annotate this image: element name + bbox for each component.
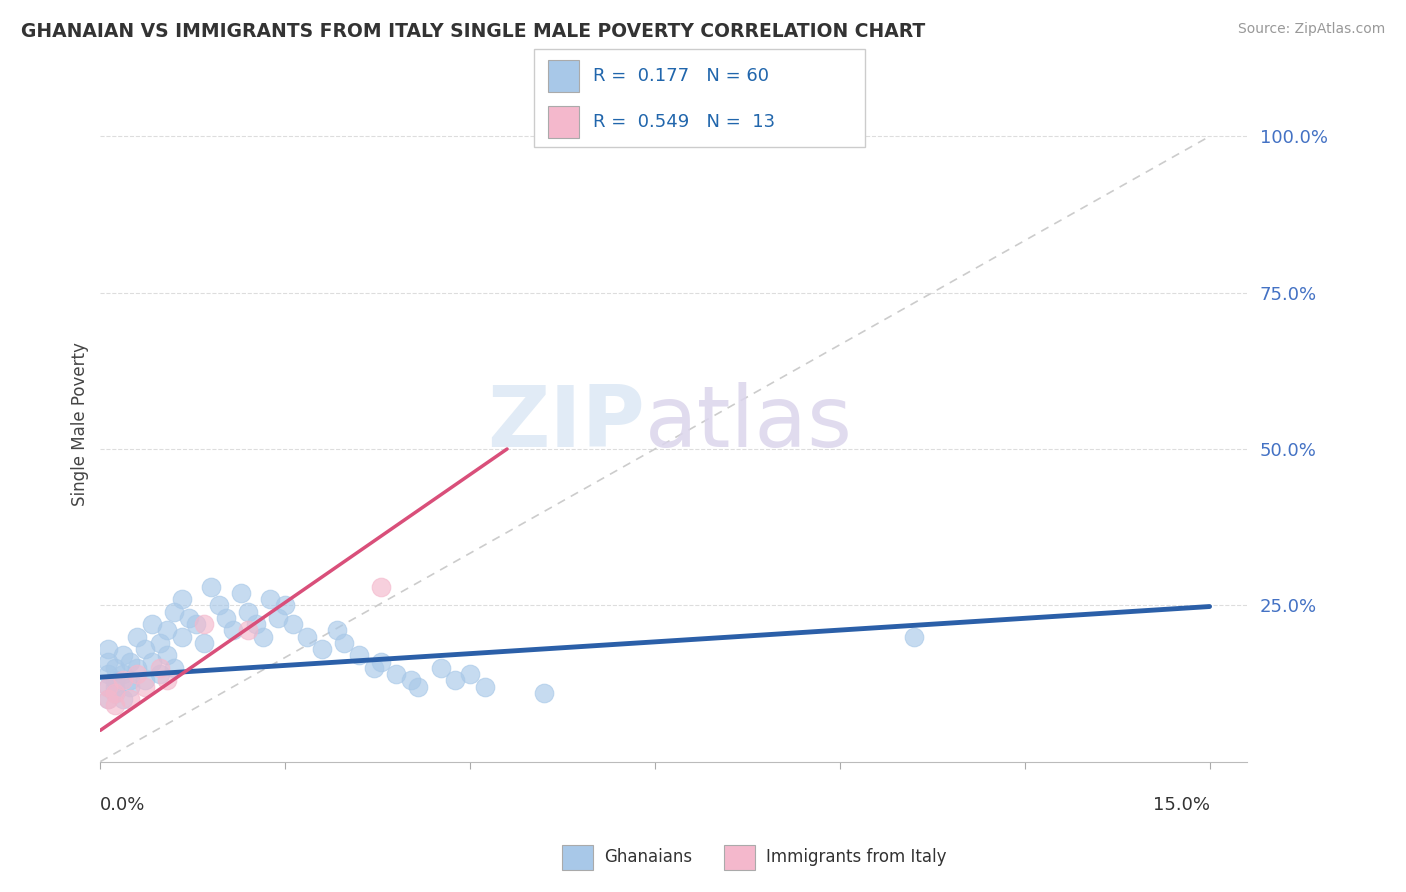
Point	[97, 655, 120, 669]
Point	[134, 642, 156, 657]
Point	[326, 624, 349, 638]
Point	[127, 661, 149, 675]
Point	[186, 617, 208, 632]
Point	[148, 636, 170, 650]
Point	[222, 624, 245, 638]
Point	[97, 692, 120, 706]
Point	[245, 617, 267, 632]
Point	[297, 630, 319, 644]
Point	[111, 648, 134, 663]
Point	[333, 636, 356, 650]
Point	[156, 648, 179, 663]
Point	[156, 624, 179, 638]
Point	[399, 673, 422, 688]
Point	[118, 673, 141, 688]
Point	[208, 599, 231, 613]
Point	[533, 686, 555, 700]
Point	[141, 617, 163, 632]
Point	[408, 680, 430, 694]
Text: R =  0.177   N = 60: R = 0.177 N = 60	[593, 67, 769, 85]
Text: ZIP: ZIP	[486, 383, 645, 466]
Point	[259, 592, 281, 607]
Point	[156, 673, 179, 688]
Point	[97, 680, 120, 694]
Text: atlas: atlas	[645, 383, 853, 466]
Point	[134, 673, 156, 688]
Point	[97, 667, 120, 681]
Point	[363, 661, 385, 675]
Point	[170, 630, 193, 644]
Point	[238, 605, 260, 619]
Point	[97, 642, 120, 657]
Point	[170, 592, 193, 607]
Point	[311, 642, 333, 657]
Point	[148, 661, 170, 675]
Point	[118, 680, 141, 694]
Point	[370, 580, 392, 594]
Point	[104, 686, 127, 700]
Point	[104, 686, 127, 700]
Point	[177, 611, 200, 625]
Point	[97, 680, 120, 694]
Point	[127, 667, 149, 681]
Point	[118, 655, 141, 669]
Point	[200, 580, 222, 594]
Point	[163, 605, 186, 619]
Point	[370, 655, 392, 669]
Point	[97, 692, 120, 706]
Text: Ghanaians: Ghanaians	[605, 848, 693, 866]
Text: Immigrants from Italy: Immigrants from Italy	[766, 848, 946, 866]
Point	[104, 680, 127, 694]
Point	[281, 617, 304, 632]
Point	[903, 630, 925, 644]
Point	[127, 630, 149, 644]
Text: R =  0.549   N =  13: R = 0.549 N = 13	[593, 113, 776, 131]
Point	[111, 667, 134, 681]
Point	[274, 599, 297, 613]
Point	[104, 673, 127, 688]
Point	[141, 655, 163, 669]
Text: Source: ZipAtlas.com: Source: ZipAtlas.com	[1237, 22, 1385, 37]
Text: 15.0%: 15.0%	[1153, 796, 1209, 814]
Point	[111, 692, 134, 706]
Point	[163, 661, 186, 675]
Point	[474, 680, 496, 694]
Point	[193, 636, 215, 650]
Point	[267, 611, 290, 625]
Point	[104, 698, 127, 713]
Y-axis label: Single Male Poverty: Single Male Poverty	[72, 342, 89, 506]
Point	[252, 630, 274, 644]
Point	[104, 661, 127, 675]
Point	[215, 611, 238, 625]
Point	[444, 673, 467, 688]
Point	[238, 624, 260, 638]
Point	[458, 667, 481, 681]
Point	[134, 680, 156, 694]
Point	[347, 648, 370, 663]
Point	[193, 617, 215, 632]
Point	[229, 586, 252, 600]
Point	[385, 667, 408, 681]
Text: 0.0%: 0.0%	[100, 796, 146, 814]
Point	[111, 673, 134, 688]
Point	[148, 667, 170, 681]
Text: GHANAIAN VS IMMIGRANTS FROM ITALY SINGLE MALE POVERTY CORRELATION CHART: GHANAIAN VS IMMIGRANTS FROM ITALY SINGLE…	[21, 22, 925, 41]
Point	[429, 661, 451, 675]
Point	[118, 692, 141, 706]
